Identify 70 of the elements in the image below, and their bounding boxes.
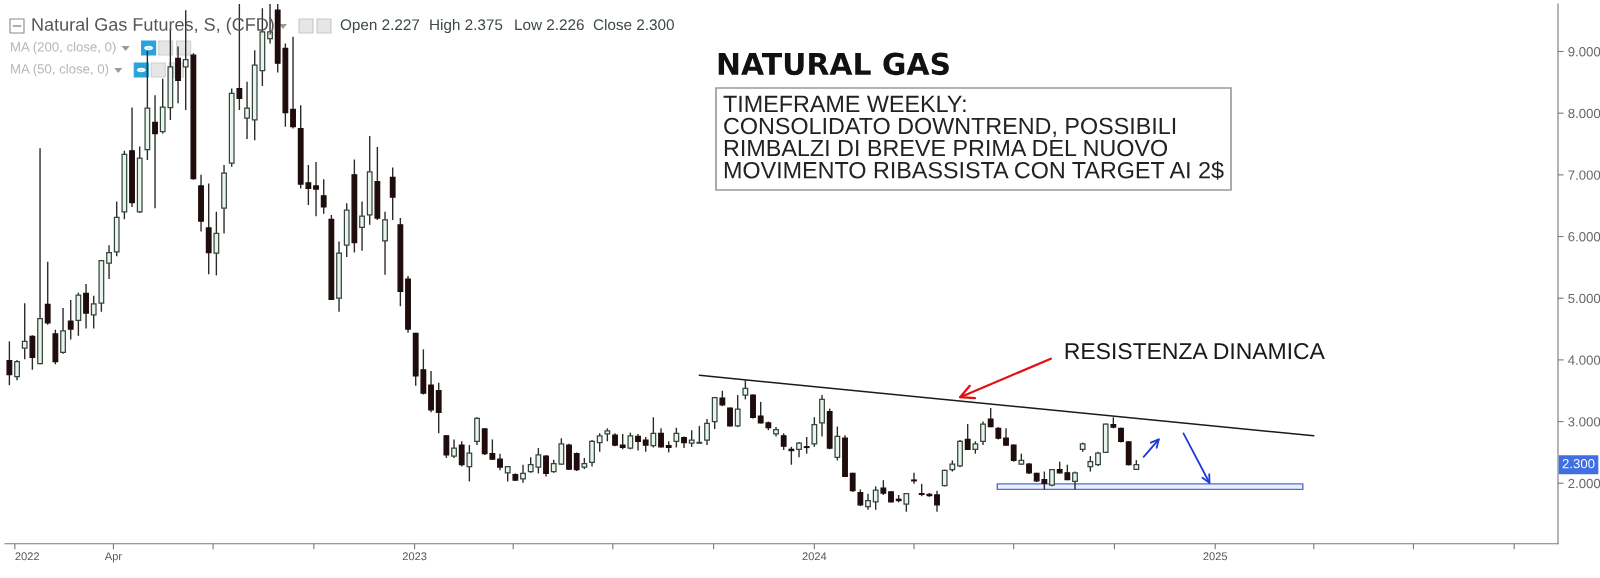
candlestick: [60, 307, 66, 355]
candlestick: [1125, 440, 1132, 467]
y-tick-label: 6.000: [1568, 232, 1600, 242]
candlestick: [834, 425, 841, 462]
candlestick: [320, 178, 327, 215]
candlestick: [742, 379, 749, 401]
candlestick: [451, 438, 457, 459]
y-tick-label: 3.000: [1568, 417, 1600, 427]
candlestick: [704, 418, 710, 446]
candlestick: [443, 434, 450, 459]
x-tick-label: 2022: [15, 552, 40, 561]
x-tick-label: 2024: [802, 552, 827, 561]
candlestick: [934, 489, 940, 513]
candlestick: [44, 261, 51, 326]
y-tick-label: 2.000: [1568, 478, 1600, 489]
candlestick: [673, 427, 680, 449]
candlestick: [458, 440, 465, 468]
annotation: TIMEFRAME WEEKLY: CONSOLIDATO DOWNTREND, POSSIBILI RIMBALZI DI BREVE PRIMA DEL NUOVO MOVIMENTO RIBASSISTA CON TARGET AI 2$: [723, 95, 1224, 180]
candlestick: [474, 416, 480, 446]
candlestick: [14, 359, 20, 381]
candlestick: [589, 439, 595, 468]
candlestick: [213, 211, 220, 277]
y-tick-label: 7.000: [1568, 170, 1600, 180]
candlestick: [819, 394, 825, 438]
candlestick: [727, 406, 733, 428]
candlestick: [152, 94, 158, 209]
annotation: Open 2.227: [340, 19, 420, 34]
y-tick-label: 5.000: [1568, 293, 1600, 304]
candlestick: [359, 200, 365, 252]
candlestick: [980, 420, 986, 446]
candlestick: [106, 244, 112, 280]
candlestick: [911, 472, 917, 485]
candlestick: [872, 485, 879, 511]
candlestick: [635, 433, 641, 452]
annotation: Low 2.226: [515, 19, 584, 31]
annotation: 2.300: [1562, 458, 1595, 469]
y-tick-label: 9.000: [1568, 47, 1600, 57]
candlestick: [964, 423, 971, 451]
candlestick: [650, 416, 657, 449]
candlestick: [734, 394, 741, 428]
text: NATURAL GAS: [718, 52, 949, 76]
candlestick: [466, 444, 473, 483]
candlestick: [435, 382, 442, 434]
candlestick: [313, 161, 319, 217]
candlestick: [175, 45, 181, 104]
annotation: MA (50, close, 0): [11, 63, 109, 77]
candlestick: [573, 451, 580, 472]
candlestick: [6, 340, 13, 386]
annotation: MA (200, close, 0): [11, 41, 116, 55]
candlestick: [290, 35, 296, 130]
candlestick: [811, 416, 818, 448]
candlestick: [29, 334, 36, 371]
candlestick: [658, 427, 664, 449]
x-tick-label: Apr: [104, 552, 122, 563]
annotation: High 2.375: [430, 18, 503, 34]
y-tick-label: 8.000: [1568, 108, 1600, 119]
x-tick-label: 2025: [1203, 552, 1228, 561]
annotation: RESISTENZA DINAMICA: [1065, 343, 1325, 360]
candlestick: [382, 211, 388, 276]
candlestick: [596, 432, 603, 453]
candlestick: [21, 302, 28, 360]
candlestick: [903, 492, 910, 513]
candlestick: [244, 81, 250, 140]
annotation: Close 2.300: [593, 18, 674, 31]
candlestick: [389, 166, 396, 221]
candlestick: [67, 299, 74, 341]
y-tick-label: 4.000: [1568, 355, 1600, 365]
x-tick-label: 2023: [402, 552, 427, 561]
candlestick: [750, 393, 756, 420]
candlestick: [83, 283, 89, 330]
